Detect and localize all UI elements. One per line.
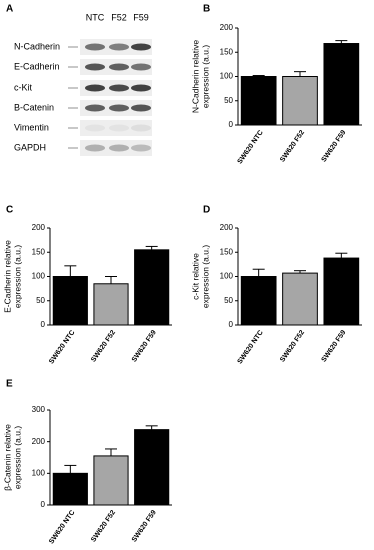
panel-letter: E xyxy=(6,379,13,390)
x-tick-label: SW620 F59 xyxy=(131,329,158,363)
blot-band xyxy=(85,124,105,132)
panel-letter: A xyxy=(6,4,13,15)
blot-band xyxy=(109,104,129,112)
blot-band xyxy=(85,63,105,71)
bar xyxy=(93,283,129,326)
y-tick-label: 200 xyxy=(220,223,234,232)
y-tick-label: 100 xyxy=(220,72,234,81)
bar xyxy=(52,472,88,506)
blot-band xyxy=(131,43,151,51)
blot-band xyxy=(131,144,151,152)
row-label: B-Catenin xyxy=(14,102,54,112)
y-axis-label: expression (a.u.) xyxy=(12,245,22,308)
blot-band xyxy=(109,63,129,71)
y-axis-label: N-Cadherin relative xyxy=(190,40,200,113)
panel-letter: B xyxy=(203,4,210,15)
lane-label: F52 xyxy=(111,12,127,22)
y-axis-label: c-Kit relative xyxy=(190,253,200,300)
row-label: N-Cadherin xyxy=(14,41,60,51)
blot-band xyxy=(109,144,129,152)
bar xyxy=(282,272,318,326)
y-tick-label: 100 xyxy=(220,272,234,281)
y-tick-label: 300 xyxy=(32,405,46,414)
y-tick-label: 0 xyxy=(41,320,46,329)
blot-band xyxy=(85,43,105,51)
y-axis-label: expression (a.u.) xyxy=(200,245,210,308)
row-label: c-Kit xyxy=(14,82,32,92)
x-tick-label: SW620 NTC xyxy=(237,329,265,365)
y-tick-label: 0 xyxy=(229,120,234,129)
y-tick-label: 200 xyxy=(32,223,46,232)
y-tick-label: 150 xyxy=(32,247,46,256)
blot-strip xyxy=(80,120,152,136)
x-tick-label: SW620 NTC xyxy=(48,329,76,365)
y-tick-label: 50 xyxy=(36,296,45,305)
blot-band xyxy=(109,84,129,92)
y-tick-label: 100 xyxy=(32,272,46,281)
x-tick-label: SW620 F59 xyxy=(131,509,158,543)
row-label: GAPDH xyxy=(14,142,46,152)
blot-band xyxy=(85,84,105,92)
blot-band xyxy=(131,104,151,112)
row-label: Vimentin xyxy=(14,122,49,132)
blot-band xyxy=(109,43,129,51)
y-tick-label: 200 xyxy=(220,23,234,32)
y-tick-label: 100 xyxy=(32,468,46,477)
y-tick-label: 0 xyxy=(229,320,234,329)
blot-band xyxy=(131,63,151,71)
lane-label: NTC xyxy=(86,12,105,22)
y-axis-label: β-Catenin relative xyxy=(2,424,12,491)
y-tick-label: 50 xyxy=(224,96,233,105)
bar xyxy=(240,76,277,126)
blot-strip xyxy=(80,140,152,156)
y-axis-label: expression (a.u.) xyxy=(200,45,210,108)
y-axis-label: expression (a.u.) xyxy=(12,426,22,489)
bar xyxy=(134,249,170,326)
bar xyxy=(52,276,88,326)
x-tick-label: SW620 NTC xyxy=(237,129,265,165)
x-tick-label: SW620 F52 xyxy=(90,329,117,363)
y-axis-label: E-Cadherin relative xyxy=(2,240,12,313)
panel-letter: D xyxy=(203,205,210,216)
y-tick-label: 200 xyxy=(32,437,46,446)
blot-band xyxy=(85,104,105,112)
bar xyxy=(323,43,360,126)
y-tick-label: 0 xyxy=(41,500,46,509)
row-label: E-Cadherin xyxy=(14,61,60,71)
x-tick-label: SW620 F52 xyxy=(279,329,306,363)
y-tick-label: 150 xyxy=(220,47,234,56)
x-tick-label: SW620 NTC xyxy=(48,509,76,545)
x-tick-label: SW620 F59 xyxy=(321,329,348,363)
blot-band xyxy=(131,124,151,132)
bar xyxy=(240,276,277,326)
y-tick-label: 50 xyxy=(224,296,233,305)
blot-band xyxy=(131,84,151,92)
bar xyxy=(323,257,360,326)
bar xyxy=(93,455,129,506)
x-tick-label: SW620 F52 xyxy=(279,129,306,163)
x-tick-label: SW620 F52 xyxy=(90,509,117,543)
blot-band xyxy=(85,144,105,152)
panel-letter: C xyxy=(6,205,13,216)
x-tick-label: SW620 F59 xyxy=(321,129,348,163)
blot-band xyxy=(109,124,129,132)
bar xyxy=(134,429,170,506)
lane-label: F59 xyxy=(133,12,149,22)
y-tick-label: 150 xyxy=(220,247,234,256)
bar xyxy=(282,76,318,126)
